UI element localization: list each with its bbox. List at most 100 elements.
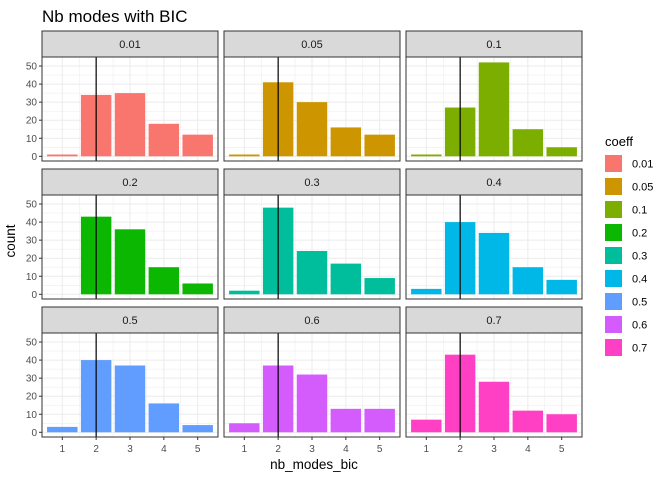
x-tick-label: 1 xyxy=(424,444,430,455)
y-tick-label: 10 xyxy=(26,134,38,145)
legend-label: 0.01 xyxy=(632,159,653,171)
y-tick-label: 50 xyxy=(26,62,38,73)
bar xyxy=(182,134,213,157)
legend-item: 0.6 xyxy=(605,316,647,333)
facet-strip-label: 0.1 xyxy=(486,39,501,51)
legend-swatch xyxy=(605,224,622,241)
facet-strip xyxy=(405,306,583,334)
bar xyxy=(512,129,544,157)
facet-panel: 0.7 1 2 3 4 5 xyxy=(405,306,583,455)
x-tick-label: 4 xyxy=(161,444,167,455)
y-tick-label: 10 xyxy=(26,410,38,421)
x-tick-label: 5 xyxy=(559,444,565,455)
facet-panel: 0.6 1 2 3 4 5 xyxy=(223,306,401,455)
y-tick-label: 30 xyxy=(26,98,38,109)
x-tick-label: 4 xyxy=(525,444,531,455)
bar xyxy=(47,154,78,157)
legend-swatch xyxy=(605,270,622,287)
y-tick-label: 30 xyxy=(26,374,38,385)
x-tick-label: 2 xyxy=(275,444,281,455)
facet-strip xyxy=(41,30,219,58)
legend: coeff 0.01 0.05 0.1 0.2 0.3 0.4 0.5 0.6 0.7 xyxy=(605,134,653,356)
x-tick-label: 3 xyxy=(127,444,133,455)
facet-panel: 0.5 0 10 20 30 40 50 1 2 3 4 5 xyxy=(26,306,219,455)
legend-label: 0.3 xyxy=(632,251,647,263)
x-tick-label: 3 xyxy=(491,444,497,455)
y-tick-label: 40 xyxy=(26,356,38,367)
bar xyxy=(411,288,442,295)
x-tick-label: 4 xyxy=(343,444,349,455)
bar xyxy=(364,278,395,295)
bar xyxy=(229,290,260,295)
facet-strip-label: 0.01 xyxy=(119,39,140,51)
legend-item: 0.2 xyxy=(605,224,647,241)
bar xyxy=(114,229,146,295)
bar xyxy=(114,93,146,157)
bar xyxy=(546,147,577,157)
facet-strip-label: 0.4 xyxy=(486,177,501,189)
legend-item: 0.4 xyxy=(605,270,647,287)
bar xyxy=(330,263,362,295)
legend-title: coeff xyxy=(605,134,633,149)
facet-strip xyxy=(223,30,401,58)
legend-item: 0.01 xyxy=(605,155,653,172)
bar xyxy=(478,381,510,433)
panel-border xyxy=(405,56,583,162)
facet-panel: 0.05 xyxy=(223,30,401,162)
legend-label: 0.1 xyxy=(632,205,647,217)
bar xyxy=(114,365,146,433)
x-axis-title: nb_modes_bic xyxy=(270,457,358,472)
legend-item: 0.05 xyxy=(605,178,653,195)
legend-item: 0.3 xyxy=(605,247,647,264)
y-tick-label: 20 xyxy=(26,392,38,403)
legend-item: 0.7 xyxy=(605,339,647,356)
x-tick-label: 5 xyxy=(195,444,201,455)
bar xyxy=(229,423,260,433)
legend-item: 0.1 xyxy=(605,201,647,218)
bar xyxy=(478,232,510,295)
x-tick-label: 2 xyxy=(93,444,99,455)
y-tick-label: 40 xyxy=(26,218,38,229)
facet-strip xyxy=(405,30,583,58)
panel-border xyxy=(223,194,401,300)
facet-panel: 0.3 xyxy=(223,168,401,300)
legend-label: 0.6 xyxy=(632,320,647,332)
y-tick-label: 20 xyxy=(26,254,38,265)
facet-strip xyxy=(41,306,219,334)
bar xyxy=(546,414,577,433)
y-tick-label: 20 xyxy=(26,116,38,127)
facet-strip-label: 0.6 xyxy=(304,315,319,327)
bar xyxy=(364,408,395,433)
bar xyxy=(296,250,328,295)
legend-label: 0.2 xyxy=(632,228,647,240)
facet-strip xyxy=(223,168,401,196)
facet-strip-label: 0.3 xyxy=(304,177,319,189)
bar xyxy=(330,408,362,433)
legend-swatch xyxy=(605,293,622,310)
y-tick-label: 50 xyxy=(26,338,38,349)
facet-strip-label: 0.2 xyxy=(122,177,137,189)
bar xyxy=(148,403,180,433)
x-tick-label: 2 xyxy=(457,444,463,455)
chart-title: Nb modes with BIC xyxy=(42,7,188,26)
facet-strip-label: 0.7 xyxy=(486,315,501,327)
y-axis-title: count xyxy=(3,224,18,257)
bar xyxy=(148,123,180,157)
y-tick-label: 50 xyxy=(26,200,38,211)
x-tick-label: 3 xyxy=(309,444,315,455)
facet-panel: 0.01 0 10 20 30 40 50 xyxy=(26,30,219,163)
facet-strip-label: 0.5 xyxy=(122,315,137,327)
bar xyxy=(411,154,442,157)
facet-panel: 0.2 0 10 20 30 40 50 xyxy=(26,168,219,301)
legend-item: 0.5 xyxy=(605,293,647,310)
bar xyxy=(546,279,577,295)
legend-label: 0.7 xyxy=(632,343,647,355)
bar xyxy=(411,419,442,433)
facet-panel: 0.4 xyxy=(405,168,583,300)
bar xyxy=(364,134,395,157)
bar xyxy=(330,127,362,157)
x-tick-label: 1 xyxy=(242,444,248,455)
bar xyxy=(296,102,328,157)
